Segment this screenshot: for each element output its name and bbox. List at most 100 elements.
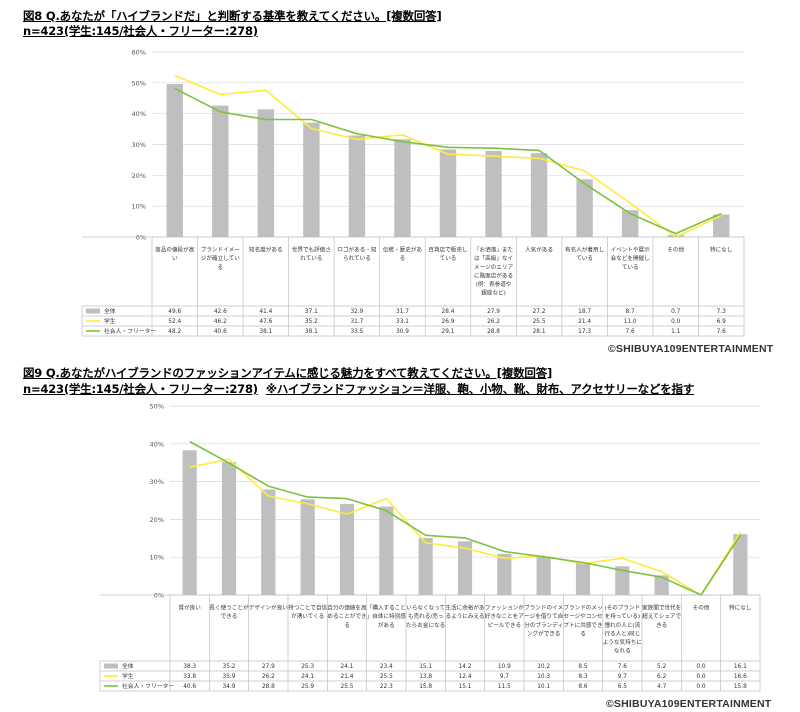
data-value-label: 28.8 (262, 684, 275, 690)
data-value-label: 8.7 (626, 309, 636, 315)
data-value-label: 38.1 (259, 329, 272, 335)
x-category-label: 有名人が着用している (565, 246, 605, 263)
bar (530, 153, 548, 237)
data-value-label: 6.9 (717, 319, 727, 325)
data-value-label: 11.5 (498, 684, 511, 690)
data-value-label: 31.7 (350, 319, 363, 325)
figure9-copyright: ©SHIBUYA109ENTERTAINMENT (606, 698, 772, 710)
bar (394, 139, 411, 237)
y-tick-label: 10% (132, 203, 146, 211)
figure9-sample-text: n=423(学生:145/社会人・フリーター:278) (23, 382, 258, 396)
x-category-label: 質が良い (178, 604, 201, 612)
series-line (174, 87, 722, 235)
data-value-label: 10.3 (537, 674, 550, 680)
data-value-label: 26.2 (262, 674, 275, 680)
data-value-label: 28.4 (442, 309, 455, 315)
data-value-label: 35.9 (223, 674, 236, 680)
data-value-label: 16.1 (734, 664, 747, 670)
x-category-label: イベントや展示会などを開催している (611, 246, 651, 271)
data-value-label: 7.6 (618, 664, 628, 670)
data-value-label: 29.1 (442, 329, 455, 335)
x-category-label: ファッションが好きなことをアピールできる (485, 604, 525, 629)
data-value-label: 37.1 (305, 309, 318, 315)
data-value-label: 32.9 (350, 309, 363, 315)
bar (536, 556, 551, 595)
data-value-label: 11.0 (624, 319, 637, 325)
x-category-label: その他 (667, 246, 684, 254)
data-value-label: 15.1 (419, 664, 432, 670)
data-value-label: 10.9 (498, 664, 511, 670)
data-value-label: 49.6 (168, 309, 181, 315)
data-value-label: 25.5 (341, 684, 354, 690)
data-value-label: 22.3 (380, 684, 393, 690)
data-value-label: 47.6 (259, 319, 272, 325)
bar (303, 122, 320, 237)
x-category-label: ロゴがある・知られている (337, 246, 377, 263)
data-value-label: 26.2 (487, 319, 500, 325)
data-value-label: 27.9 (487, 309, 500, 315)
x-category-label: (そのブランドを持っている)憧れの人と(流行る人と)同じような気持ちになれる (603, 604, 643, 655)
x-category-label: いらなくなっても売れる/売ったらお金になる (406, 605, 445, 629)
x-category-label: 伝統・歴史がある (383, 246, 423, 263)
data-value-label: 28.8 (487, 329, 500, 335)
x-category-label: 「購入すること」自体に特別感がある (367, 604, 407, 629)
x-category-label: ブランドイメージが確立している (201, 246, 241, 271)
legend-swatch (86, 308, 100, 314)
bar (439, 149, 457, 237)
bar (257, 109, 275, 237)
data-value-label: 40.6 (214, 329, 227, 335)
y-tick-label: 30% (150, 478, 164, 486)
data-value-label: 6.5 (618, 684, 628, 690)
data-value-label: 0.0 (696, 684, 706, 690)
data-value-label: 27.2 (533, 309, 546, 315)
bar (713, 214, 730, 237)
data-value-label: 15.8 (419, 684, 432, 690)
figure8-copyright: ©SHIBUYA109ENTERTAINMENT (608, 343, 774, 355)
x-category-label: 生活に余裕があるようにみえる (445, 604, 485, 621)
data-value-label: 35.2 (305, 319, 318, 325)
y-tick-label: 50% (132, 79, 146, 87)
x-category-label: 家族間で世代を超えてシェアできる (642, 604, 681, 629)
data-value-label: 38.3 (183, 664, 196, 670)
data-value-label: 7.6 (717, 329, 727, 335)
y-tick-label: 40% (132, 110, 146, 118)
data-value-label: 10.1 (537, 684, 550, 690)
x-category-label: 世界でも評価されている (292, 246, 331, 263)
data-value-label: 0.0 (696, 664, 706, 670)
data-value-label: 33.8 (183, 674, 196, 680)
data-value-label: 34.9 (223, 684, 236, 690)
bar (379, 506, 394, 595)
data-value-label: 25.9 (301, 684, 314, 690)
data-value-label: 1.1 (671, 329, 681, 335)
data-value-label: 21.4 (341, 674, 354, 680)
figure8-section: 図8 Q.あなたが「ハイブランドだ」と判断する基準を教えてください。[複数回答]… (23, 9, 774, 355)
figure8-sample-size: n=423(学生:145/社会人・フリーター:278) (23, 24, 258, 38)
series-line (189, 458, 741, 596)
bar (339, 503, 355, 595)
bar (621, 210, 639, 237)
y-tick-label: 40% (150, 440, 164, 448)
data-value-label: 8.5 (578, 664, 588, 670)
data-value-label: 30.9 (396, 329, 409, 335)
data-value-label: 17.3 (578, 329, 591, 335)
x-category-label: 持つことで自信が湧いてくる (288, 604, 327, 621)
data-value-label: 26.9 (442, 319, 455, 325)
series-line (189, 440, 741, 596)
data-value-label: 21.4 (578, 319, 591, 325)
x-category-label: 百貨店で販売している (428, 246, 468, 263)
figure9-note: ※ハイブランドファッション＝洋服、鞄、小物、靴、財布、アクセサリーなどを指す (265, 382, 695, 396)
data-value-label: 16.6 (734, 674, 747, 680)
data-value-label: 35.2 (223, 664, 236, 670)
bar (212, 105, 229, 238)
legend-swatch (104, 663, 118, 669)
x-category-label: ブランドのイメージを借りて自分のブランディングができる (524, 604, 563, 638)
data-value-label: 48.2 (168, 329, 181, 335)
data-value-label: 46.2 (214, 319, 227, 325)
data-value-label: 7.6 (626, 329, 636, 335)
bar (418, 537, 433, 595)
y-tick-label: 30% (132, 141, 146, 149)
legend-label: 学生 (122, 672, 134, 680)
data-value-label: 33.1 (396, 319, 409, 325)
data-value-label: 33.5 (350, 329, 363, 335)
